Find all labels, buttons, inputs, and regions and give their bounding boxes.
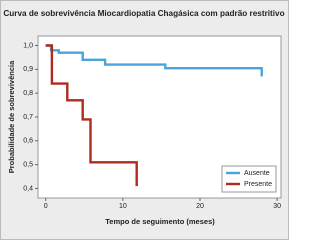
legend-box xyxy=(221,165,277,193)
y-tick-label: 1,0 xyxy=(23,42,33,49)
chart-title: Curva de sobrevivência Miocardiopatia Ch… xyxy=(3,9,284,18)
y-tick-label: 0,6 xyxy=(23,138,33,145)
chart: Curva de sobrevivência Miocardiopatia Ch… xyxy=(0,0,289,240)
x-axis-label: Tempo de seguimento (meses) xyxy=(105,217,215,226)
y-tick-label: 0,5 xyxy=(23,161,33,168)
y-tick-label: 0,9 xyxy=(23,66,33,73)
x-tick-label: 30 xyxy=(273,203,281,210)
legend-label: Ausente xyxy=(244,170,270,177)
legend-label: Presente xyxy=(244,181,272,188)
x-tick-label: 10 xyxy=(119,203,127,210)
y-tick-label: 0,7 xyxy=(23,114,33,121)
survival-curve xyxy=(45,44,138,187)
x-tick-label: 20 xyxy=(196,203,204,210)
y-tick-label: 0,8 xyxy=(23,90,33,97)
y-axis-label: Probabilidade de sobrevivência xyxy=(7,60,16,173)
y-tick-label: 0,4 xyxy=(23,185,33,192)
x-tick-label: 0 xyxy=(44,203,48,210)
